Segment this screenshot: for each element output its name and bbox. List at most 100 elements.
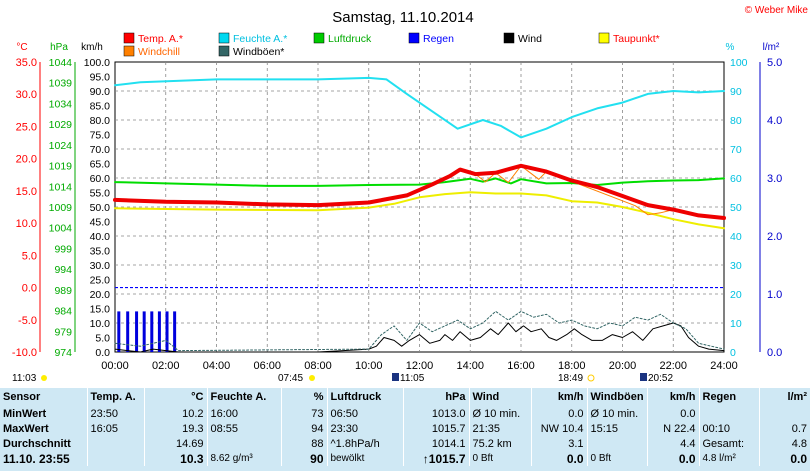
cell-press-time: 23:30: [327, 421, 404, 436]
humidity-tick-label: 50: [730, 202, 742, 214]
pressure-tick-label: 989: [54, 285, 72, 297]
cell-rain-desc: [699, 406, 760, 421]
header-pressure-unit: hPa: [403, 388, 470, 406]
cell-rain-desc: Gesamt:: [699, 436, 760, 451]
header-humidity-unit: %: [281, 388, 328, 406]
cell-temp: 10.3: [144, 451, 208, 466]
legend-swatch-windchill: [123, 45, 135, 57]
x-tick-label: 08:00: [304, 360, 332, 372]
cell-gust: 0.0: [647, 451, 700, 466]
moonset-label: 20:52: [648, 373, 673, 384]
rain-tick-label: 2.0: [767, 231, 782, 243]
table-row: MinWert 23:50 10.2 16:00 73 06:50 1013.0…: [0, 406, 810, 421]
legend-swatch-temp: [123, 32, 135, 44]
wind-tick-label: 80.0: [90, 115, 111, 127]
humidity-tick-label: 100: [730, 57, 748, 69]
header-gust-unit: km/h: [647, 388, 700, 406]
temp-tick-label: 15.0: [16, 186, 37, 198]
rain-tick-label: 4.0: [767, 115, 782, 127]
header-wind-unit: km/h: [531, 388, 588, 406]
cell-temp: 14.69: [144, 436, 208, 451]
cell-press-time: bewölkt: [327, 451, 404, 466]
cell-gust: 0.0: [647, 406, 700, 421]
cell-gust: N 22.4: [647, 421, 700, 436]
header-pressure: Luftdruck: [327, 388, 404, 406]
wind-tick-label: 40.0: [90, 231, 111, 243]
pressure-tick-label: 1014: [49, 181, 73, 193]
cell-temp: 10.2: [144, 406, 208, 421]
x-tick-label: 12:00: [406, 360, 434, 372]
legend-swatch-pressure: [313, 32, 325, 44]
header-temp: Temp. A.: [87, 388, 145, 406]
header-rain-unit: l/m²: [787, 391, 807, 403]
cell-hum: 73: [281, 406, 328, 421]
cell-hum-time: 8.62 g/m³: [207, 451, 282, 466]
wind-tick-label: 55.0: [90, 188, 111, 200]
temp-tick-label: 30.0: [16, 89, 37, 101]
sun-moon-row: 11:03 07:45 11:05 18:49 20:52: [12, 373, 673, 384]
x-tick-label: 14:00: [456, 360, 484, 372]
legend-label-humidity: Feuchte A.*: [233, 33, 287, 45]
pressure-tick-label: 1004: [49, 223, 73, 235]
rain-bar: [150, 311, 154, 352]
pressure-tick-label: 974: [54, 347, 72, 359]
cell-wind: NW 10.4: [531, 421, 588, 436]
cell-rain-desc: 00:10: [699, 421, 760, 436]
wind-tick-label: 100.0: [84, 57, 110, 69]
temp-tick-label: 5.0: [22, 250, 37, 262]
cell-rain: [759, 406, 810, 421]
humidity-tick-label: 90: [730, 86, 742, 98]
cell-gust-desc: [587, 436, 648, 451]
cell-rain: 4.8: [791, 437, 807, 450]
humidity-tick-label: 80: [730, 115, 742, 127]
pressure-tick-label: 1044: [49, 57, 73, 69]
unit-rain: l/m²: [763, 42, 780, 53]
pressure-tick-label: 1019: [49, 161, 73, 173]
wind-tick-label: 20.0: [90, 289, 111, 301]
cell-wind-desc: 0 Bft: [469, 451, 532, 466]
humidity-tick-label: 10: [730, 318, 742, 330]
legend-label-temp: Temp. A.*: [138, 33, 183, 45]
series-line-gusts: [114, 310, 725, 352]
cell-wind-desc: 75.2 km: [469, 436, 532, 451]
cell-hum: 94: [281, 421, 328, 436]
statistics-table: Sensor Temp. A. °C Feuchte A. % Luftdruc…: [0, 388, 810, 471]
legend-label-windchill: Windchill: [138, 46, 180, 58]
cell-temp-time: 23:50: [87, 406, 145, 421]
x-tick-label: 24:00: [710, 360, 738, 372]
legend-label-dewpoint: Taupunkt*: [613, 33, 660, 45]
temp-tick-label: 25.0: [16, 121, 37, 133]
pressure-tick-label: 984: [54, 306, 72, 318]
legend-item-temp: Temp. A.*: [123, 32, 183, 45]
table-row: 11.10. 23:55 10.3 8.62 g/m³ 90 bewölkt ↑…: [0, 451, 810, 466]
x-tick-label: 20:00: [609, 360, 637, 372]
cell-press: 1014.1: [403, 436, 470, 451]
header-temp-unit: °C: [144, 388, 208, 406]
temp-tick-label: -5.0: [18, 315, 37, 327]
pressure-tick-label: 999: [54, 243, 72, 255]
legend-label-pressure: Luftdruck: [328, 33, 372, 45]
sunset-label: 18:49: [558, 373, 583, 384]
wind-tick-label: 30.0: [90, 260, 111, 272]
legend-item-humidity: Feuchte A.*: [218, 32, 287, 45]
table-row: Durchschnitt 14.69 88 ^1.8hPa/h 1014.1 7…: [0, 436, 810, 451]
legend: Temp. A.* Feuchte A.* Luftdruck Regen Wi…: [123, 32, 660, 58]
cell-temp-time: [87, 451, 145, 466]
series-line-wind: [114, 322, 725, 353]
legend-label-gusts: Windböen*: [233, 46, 284, 58]
series-line-humidity: [114, 76, 725, 139]
rain-bar: [135, 311, 139, 352]
cell-press: 1013.0: [403, 406, 470, 421]
cell-temp-time: [87, 436, 145, 451]
rain-bar: [117, 311, 121, 352]
sunrise-label: 07:45: [278, 373, 303, 384]
humidity-tick-label: 30: [730, 260, 742, 272]
legend-swatch-gusts: [218, 45, 230, 57]
x-tick-label: 04:00: [203, 360, 231, 372]
moonrise-icon: [392, 373, 399, 381]
x-tick-label: 16:00: [507, 360, 535, 372]
rain-bar: [126, 311, 130, 352]
rain-bar: [157, 311, 161, 352]
chart-title: Samstag, 11.10.2014: [332, 9, 474, 26]
pressure-tick-label: 1034: [49, 98, 73, 110]
